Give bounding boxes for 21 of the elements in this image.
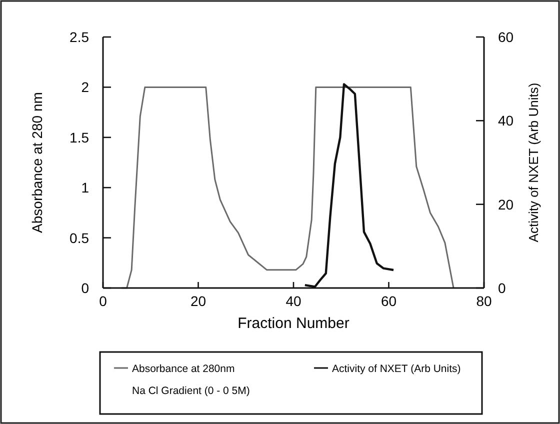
y2-tick-label: 0 <box>498 280 506 296</box>
y-tick-label: 0 <box>81 280 90 296</box>
y-tick-label: 0.5 <box>70 230 90 246</box>
legend-label: Absorbance at 280nm <box>132 363 235 375</box>
y2-tick-label: 20 <box>498 196 514 212</box>
x-tick-label: 20 <box>190 293 206 309</box>
y2-tick-label: 60 <box>498 29 514 45</box>
x-axis-title: Fraction Number <box>238 315 350 332</box>
y2-axis-title: Activity of NXET (Arb Units) <box>526 82 541 242</box>
x-tick-label: 80 <box>476 293 492 309</box>
x-tick-label: 40 <box>286 293 302 309</box>
legend-label: Activity of NXET (Arb Units) <box>332 363 461 375</box>
y-tick-label: 1.5 <box>70 129 90 146</box>
y-axis-title: Absorbance at 280 nm <box>29 92 45 233</box>
x-tick-label: 60 <box>380 293 397 309</box>
y-tick-label: 2.5 <box>70 29 90 45</box>
x-tick-label: 0 <box>99 293 108 309</box>
y2-tick-label: 40 <box>498 112 514 129</box>
y-tick-label: 1 <box>81 180 90 196</box>
text: Na Cl Gradient (0 - 0 5M) <box>132 385 250 397</box>
y-tick-label: 2 <box>81 79 90 96</box>
